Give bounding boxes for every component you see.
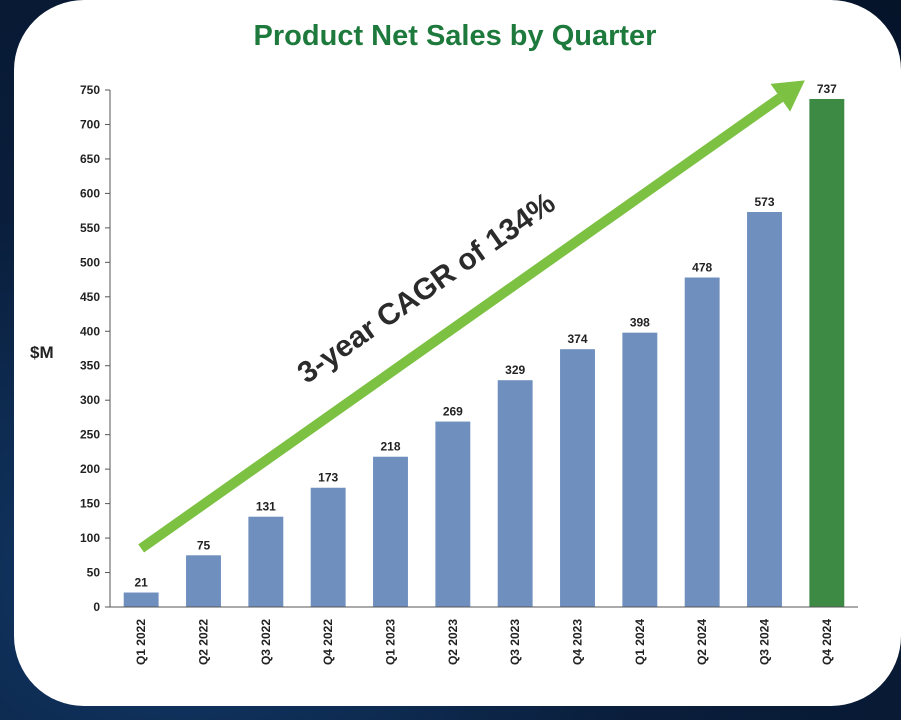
chart-title: Product Net Sales by Quarter: [253, 20, 657, 52]
cagr-arrow-shaft: [138, 93, 784, 553]
y-tick-label: 150: [80, 497, 100, 511]
x-axis: Q1 2022 Q2 2022 Q3 2022 Q4 2022 Q1 2023 Q2 20…: [110, 606, 858, 665]
y-axis-label: $M: [30, 343, 54, 362]
x-tick-label: Q1 2023: [384, 619, 398, 665]
x-tick-label: Q3 2022: [259, 619, 273, 665]
y-tick-label: 350: [80, 359, 100, 373]
data-label: 398: [630, 316, 650, 330]
y-tick-label: 250: [80, 428, 100, 442]
x-tick-label: Q3 2024: [758, 619, 772, 665]
y-tick-label: 550: [80, 221, 100, 235]
data-label: 218: [380, 440, 400, 454]
data-label: 75: [197, 538, 211, 552]
x-tick-label: Q2 2022: [197, 619, 211, 665]
bar: [747, 212, 782, 607]
data-label: 573: [754, 195, 774, 209]
y-tick-label: 600: [80, 186, 100, 200]
y-tick-label: 500: [80, 255, 100, 269]
bar: [684, 277, 720, 607]
data-label: 329: [505, 363, 525, 377]
x-tick-label: Q4 2024: [820, 619, 834, 665]
bars: 21 75 131 173 218 269 329 374 398 478 573 737: [123, 82, 845, 607]
bar: [186, 555, 221, 607]
y-tick-label: 200: [80, 462, 100, 476]
x-tick-label: Q1 2024: [633, 619, 647, 665]
bar: [497, 380, 533, 607]
cagr-arrow-head: [770, 80, 805, 112]
data-label: 131: [256, 500, 276, 514]
bar: [435, 421, 471, 607]
bar: [373, 456, 408, 607]
bar: [248, 516, 284, 607]
bar: [123, 592, 159, 607]
cagr-annotation-text: 3-year CAGR of 134%: [292, 186, 562, 390]
data-label: 478: [692, 260, 712, 274]
y-tick-label: 400: [80, 324, 100, 338]
bar: [560, 349, 595, 607]
data-label: 173: [318, 471, 338, 485]
y-tick-label: 50: [87, 566, 101, 580]
y-tick-label: 0: [93, 600, 100, 614]
data-label: 737: [817, 82, 837, 96]
y-tick-label: 300: [80, 393, 100, 407]
x-tick-label: Q1 2022: [134, 619, 148, 665]
bar: [622, 332, 658, 607]
y-tick-label: 450: [80, 290, 100, 304]
bar: [310, 487, 346, 607]
y-tick-label: 700: [80, 117, 100, 131]
y-axis: 0 50 100 150 200 250 300 350 400 450 500 550 600 650 7…: [80, 83, 111, 614]
bar: [809, 98, 845, 607]
y-tick-label: 650: [80, 152, 100, 166]
x-tick-label: Q3 2023: [508, 619, 522, 665]
x-tick-label: Q4 2023: [571, 619, 585, 665]
x-tick-label: Q2 2023: [446, 619, 460, 665]
y-tick-label: 750: [80, 83, 100, 97]
data-label: 374: [567, 332, 587, 346]
x-tick-label: Q2 2024: [695, 619, 709, 665]
data-label: 21: [134, 576, 148, 590]
data-label: 269: [443, 405, 463, 419]
y-tick-label: 100: [80, 531, 100, 545]
x-tick-label: Q4 2022: [321, 619, 335, 665]
